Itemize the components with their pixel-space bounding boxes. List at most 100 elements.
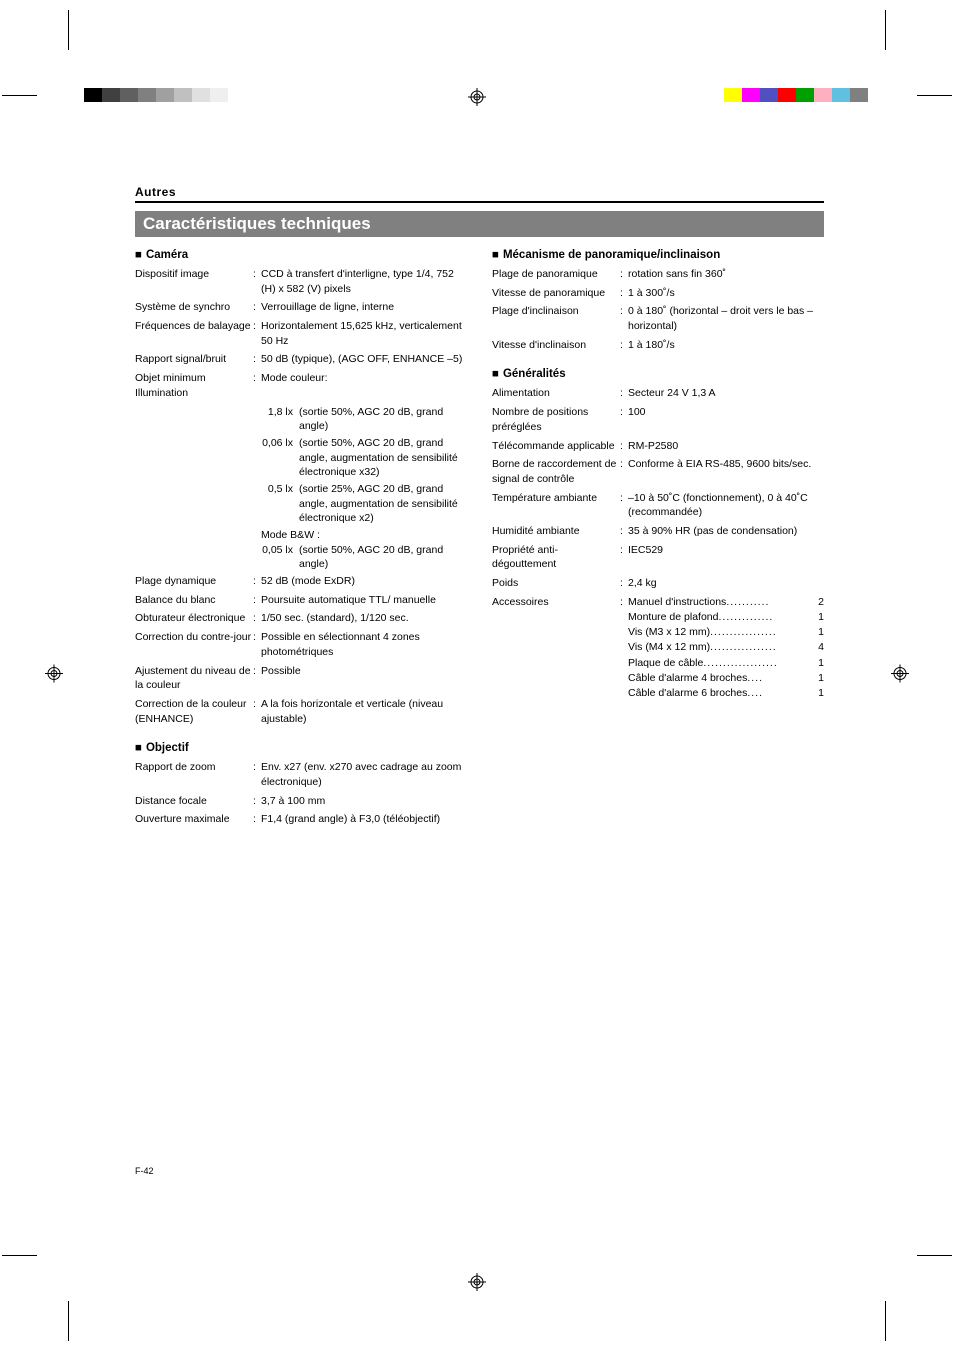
- colon: :: [620, 457, 628, 486]
- spec-row: Accessoires : Manuel d'instructions ....…: [492, 595, 824, 702]
- spec-value: IEC529: [628, 543, 824, 572]
- registration-mark-icon: [45, 664, 63, 687]
- spec-row: Obturateur électronique:1/50 sec. (stand…: [135, 611, 467, 626]
- spec-value: Verrouillage de ligne, interne: [261, 300, 467, 315]
- spec-row: Poids:2,4 kg: [492, 576, 824, 591]
- registration-mark-icon: [891, 664, 909, 687]
- spec-row: Distance focale:3,7 à 100 mm: [135, 794, 467, 809]
- objectif-heading: ■Objectif: [135, 742, 467, 754]
- acc-name: Câble d'alarme 4 broches: [628, 671, 747, 686]
- spec-value: 3,7 à 100 mm: [261, 794, 467, 809]
- spec-row: Alimentation:Secteur 24 V 1,3 A: [492, 386, 824, 401]
- spec-value: 0 à 180˚ (horizontal – droit vers le bas…: [628, 304, 824, 333]
- spec-value: Secteur 24 V 1,3 A: [628, 386, 824, 401]
- spec-row: Correction du contre-jour:Possible en sé…: [135, 630, 467, 659]
- spec-row: Propriété anti-dégouttement:IEC529: [492, 543, 824, 572]
- colon: :: [620, 386, 628, 401]
- spec-label: Nombre de positions préréglées: [492, 405, 620, 434]
- spec-label: Ouverture maximale: [135, 812, 253, 827]
- colon: :: [253, 664, 261, 693]
- spec-label: Balance du blanc: [135, 593, 253, 608]
- spec-label: Borne de raccordement de signal de contr…: [492, 457, 620, 486]
- heading-text: Caméra: [146, 249, 188, 261]
- colon: :: [620, 304, 628, 333]
- general-heading: ■Généralités: [492, 368, 824, 380]
- colon: :: [253, 300, 261, 315]
- illum-row: 1,8 lx(sortie 50%, AGC 20 dB, grand angl…: [261, 405, 467, 434]
- spec-value: –10 à 50˚C (fonctionnement), 0 à 40˚C (r…: [628, 491, 824, 520]
- crop-mark: [68, 10, 69, 50]
- accessory-row: Vis (M4 x 12 mm) ................. 4: [628, 640, 824, 655]
- heading-text: Objectif: [146, 742, 189, 754]
- spec-value: Horizontalement 15,625 kHz, verticalemen…: [261, 319, 467, 348]
- spec-label: Rapport de zoom: [135, 760, 253, 789]
- spec-label: Distance focale: [135, 794, 253, 809]
- spec-label: Objet minimum Illumination: [135, 371, 253, 400]
- spec-label: Dispositif image: [135, 267, 253, 296]
- spec-label: Vitesse de panoramique: [492, 286, 620, 301]
- spec-row: Ouverture maximale:F1,4 (grand angle) à …: [135, 812, 467, 827]
- spec-row: Correction de la couleur (ENHANCE):A la …: [135, 697, 467, 726]
- spec-value: 1/50 sec. (standard), 1/120 sec.: [261, 611, 467, 626]
- colon: :: [253, 630, 261, 659]
- spec-row: Plage de panoramique:rotation sans fin 3…: [492, 267, 824, 282]
- accessory-row: Plaque de câble ................... 1: [628, 656, 824, 671]
- spec-value: rotation sans fin 360˚: [628, 267, 824, 282]
- acc-name: Câble d'alarme 6 broches: [628, 686, 747, 701]
- spec-label: Plage d'inclinaison: [492, 304, 620, 333]
- spec-label: Vitesse d'inclinaison: [492, 338, 620, 353]
- page-number: F-42: [135, 1166, 154, 1176]
- spec-value: Possible: [261, 664, 467, 693]
- spec-value: 52 dB (mode ExDR): [261, 574, 467, 589]
- right-column: ■Mécanisme de panoramique/inclinaison Pl…: [492, 249, 824, 831]
- registration-mark-icon: [468, 1273, 486, 1296]
- spec-row: Rapport signal/bruit:50 dB (typique), (A…: [135, 352, 467, 367]
- spec-value: 35 à 90% HR (pas de condensation): [628, 524, 824, 539]
- colon: :: [253, 593, 261, 608]
- crop-mark: [2, 1255, 37, 1256]
- spec-label: Température ambiante: [492, 491, 620, 520]
- spec-value: Conforme à EIA RS-485, 9600 bits/sec.: [628, 457, 824, 486]
- camera-heading: ■Caméra: [135, 249, 467, 261]
- spec-row: Objet minimum Illumination : Mode couleu…: [135, 371, 467, 400]
- colon: :: [253, 267, 261, 296]
- spec-value: 1 à 180˚/s: [628, 338, 824, 353]
- spec-value: A la fois horizontale et verticale (nive…: [261, 697, 467, 726]
- illum-lx: 1,8 lx: [261, 405, 299, 434]
- acc-dots: .................: [710, 640, 818, 655]
- crop-mark: [885, 1301, 886, 1341]
- colon: :: [253, 611, 261, 626]
- spec-row: Nombre de positions préréglées:100: [492, 405, 824, 434]
- spec-row: Humidité ambiante:35 à 90% HR (pas de co…: [492, 524, 824, 539]
- acc-dots: .................: [710, 625, 818, 640]
- spec-value: Env. x27 (env. x270 avec cadrage au zoom…: [261, 760, 467, 789]
- accessory-row: Vis (M3 x 12 mm) ................. 1: [628, 625, 824, 640]
- colon: :: [253, 697, 261, 726]
- spec-row: Plage d'inclinaison:0 à 180˚ (horizontal…: [492, 304, 824, 333]
- crop-mark: [917, 1255, 952, 1256]
- illum-row: 0,06 lx(sortie 50%, AGC 20 dB, grand ang…: [261, 436, 467, 480]
- acc-qty: 2: [818, 595, 824, 610]
- illum-text: (sortie 25%, AGC 20 dB, grand angle, aug…: [299, 482, 467, 526]
- acc-qty: 1: [818, 610, 824, 625]
- spec-label: Fréquences de balayage: [135, 319, 253, 348]
- colon: :: [253, 812, 261, 827]
- spec-label: Poids: [492, 576, 620, 591]
- spec-row: Température ambiante:–10 à 50˚C (fonctio…: [492, 491, 824, 520]
- color-bar-left: [84, 88, 228, 102]
- spec-value: 1 à 300˚/s: [628, 286, 824, 301]
- acc-dots: ....: [747, 671, 818, 686]
- page-title: Caractéristiques techniques: [135, 211, 824, 237]
- acc-qty: 1: [818, 671, 824, 686]
- colon: :: [253, 794, 261, 809]
- accessory-row: Manuel d'instructions ........... 2: [628, 595, 824, 610]
- heading-text: Mécanisme de panoramique/inclinaison: [503, 249, 720, 261]
- spec-label: Obturateur électronique: [135, 611, 253, 626]
- spec-value: 50 dB (typique), (AGC OFF, ENHANCE –5): [261, 352, 467, 367]
- spec-value: 100: [628, 405, 824, 434]
- acc-qty: 4: [818, 640, 824, 655]
- acc-qty: 1: [818, 686, 824, 701]
- illum-lx: 0,05 lx: [261, 543, 299, 572]
- spec-label: Correction de la couleur (ENHANCE): [135, 697, 253, 726]
- spec-label: Ajustement du niveau de la couleur: [135, 664, 253, 693]
